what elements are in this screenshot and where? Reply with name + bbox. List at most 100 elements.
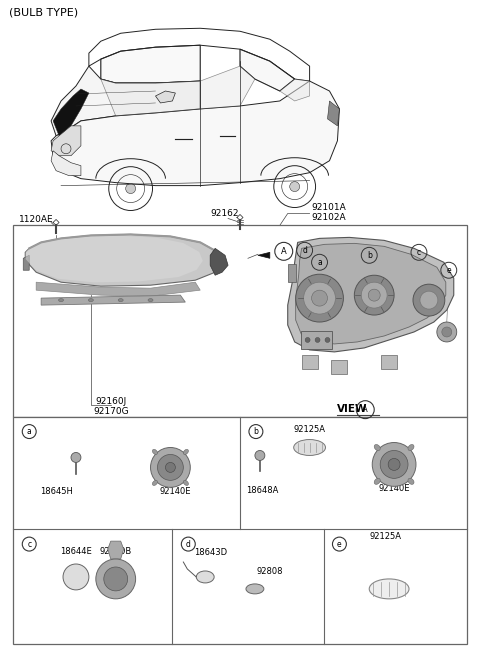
Polygon shape	[288, 237, 454, 352]
Polygon shape	[280, 79, 310, 101]
Circle shape	[312, 290, 327, 306]
Polygon shape	[41, 295, 185, 305]
Ellipse shape	[153, 480, 157, 486]
Polygon shape	[327, 101, 339, 126]
Ellipse shape	[374, 445, 380, 451]
FancyBboxPatch shape	[300, 331, 333, 349]
Circle shape	[126, 183, 136, 194]
Circle shape	[315, 338, 320, 342]
Ellipse shape	[294, 440, 325, 455]
Circle shape	[413, 284, 445, 316]
Circle shape	[104, 567, 128, 591]
Circle shape	[296, 274, 343, 322]
FancyBboxPatch shape	[288, 264, 296, 283]
Polygon shape	[258, 252, 270, 258]
Polygon shape	[51, 126, 81, 156]
Text: a: a	[317, 258, 322, 267]
Text: b: b	[253, 427, 258, 436]
Text: A: A	[281, 247, 287, 256]
FancyBboxPatch shape	[13, 225, 467, 417]
Circle shape	[96, 559, 136, 599]
Ellipse shape	[374, 478, 380, 484]
Circle shape	[71, 453, 81, 463]
Polygon shape	[53, 89, 89, 136]
Text: 92340B: 92340B	[99, 547, 132, 556]
Polygon shape	[23, 256, 29, 270]
Circle shape	[157, 455, 183, 480]
Polygon shape	[210, 248, 228, 275]
Text: 18643D: 18643D	[193, 548, 227, 557]
Polygon shape	[101, 45, 200, 83]
Circle shape	[63, 564, 89, 590]
Text: 92160J: 92160J	[95, 397, 126, 405]
Text: e: e	[337, 539, 342, 549]
Circle shape	[442, 327, 452, 337]
Text: 92162: 92162	[210, 210, 239, 219]
Text: 92140E: 92140E	[160, 487, 191, 496]
Text: 18644E: 18644E	[60, 547, 92, 556]
Polygon shape	[101, 79, 200, 116]
Text: 92170G: 92170G	[93, 407, 129, 416]
Text: e: e	[446, 265, 451, 275]
Polygon shape	[240, 49, 295, 91]
Ellipse shape	[408, 445, 414, 451]
Text: c: c	[27, 539, 31, 549]
Text: 92125A: 92125A	[294, 424, 325, 434]
Polygon shape	[156, 91, 175, 103]
Ellipse shape	[88, 299, 93, 302]
Ellipse shape	[148, 299, 153, 302]
Text: VIEW: VIEW	[337, 403, 368, 414]
Ellipse shape	[183, 449, 189, 455]
Circle shape	[166, 463, 175, 472]
Circle shape	[420, 291, 438, 309]
Polygon shape	[25, 236, 203, 283]
Circle shape	[372, 443, 416, 486]
Ellipse shape	[118, 299, 123, 302]
Polygon shape	[296, 243, 446, 344]
Circle shape	[380, 451, 408, 478]
Polygon shape	[25, 235, 222, 286]
Circle shape	[354, 275, 394, 315]
Text: d: d	[186, 539, 191, 549]
Ellipse shape	[369, 579, 409, 599]
FancyBboxPatch shape	[332, 360, 348, 374]
Text: b: b	[367, 251, 372, 260]
Text: 92102A: 92102A	[312, 214, 346, 223]
Text: d: d	[302, 246, 307, 255]
Ellipse shape	[408, 478, 414, 484]
Circle shape	[255, 451, 265, 461]
Ellipse shape	[196, 571, 214, 583]
FancyBboxPatch shape	[13, 417, 467, 644]
Circle shape	[290, 181, 300, 192]
FancyBboxPatch shape	[381, 355, 397, 369]
Polygon shape	[51, 66, 200, 136]
Text: (BULB TYPE): (BULB TYPE)	[9, 7, 78, 17]
Polygon shape	[108, 541, 124, 559]
Circle shape	[304, 283, 336, 314]
Text: c: c	[417, 248, 421, 257]
Ellipse shape	[183, 480, 189, 486]
FancyBboxPatch shape	[301, 355, 318, 369]
Circle shape	[305, 338, 310, 342]
Circle shape	[325, 338, 330, 342]
Text: 92125A: 92125A	[369, 532, 401, 541]
Polygon shape	[51, 150, 81, 175]
Circle shape	[361, 283, 387, 308]
Circle shape	[388, 459, 400, 470]
Polygon shape	[36, 283, 200, 296]
Text: 92808: 92808	[257, 567, 283, 576]
Polygon shape	[200, 66, 255, 109]
Text: 92101A: 92101A	[312, 202, 347, 212]
Text: 1120AE: 1120AE	[19, 215, 54, 225]
Circle shape	[437, 322, 457, 342]
Ellipse shape	[153, 449, 157, 455]
Text: 92140E: 92140E	[378, 484, 410, 493]
Text: A: A	[362, 405, 368, 414]
Ellipse shape	[59, 299, 63, 302]
Text: 18648A: 18648A	[246, 486, 278, 495]
Polygon shape	[51, 81, 339, 186]
Ellipse shape	[246, 584, 264, 594]
Text: 18645H: 18645H	[40, 487, 72, 496]
Circle shape	[368, 289, 380, 301]
Circle shape	[151, 447, 190, 487]
